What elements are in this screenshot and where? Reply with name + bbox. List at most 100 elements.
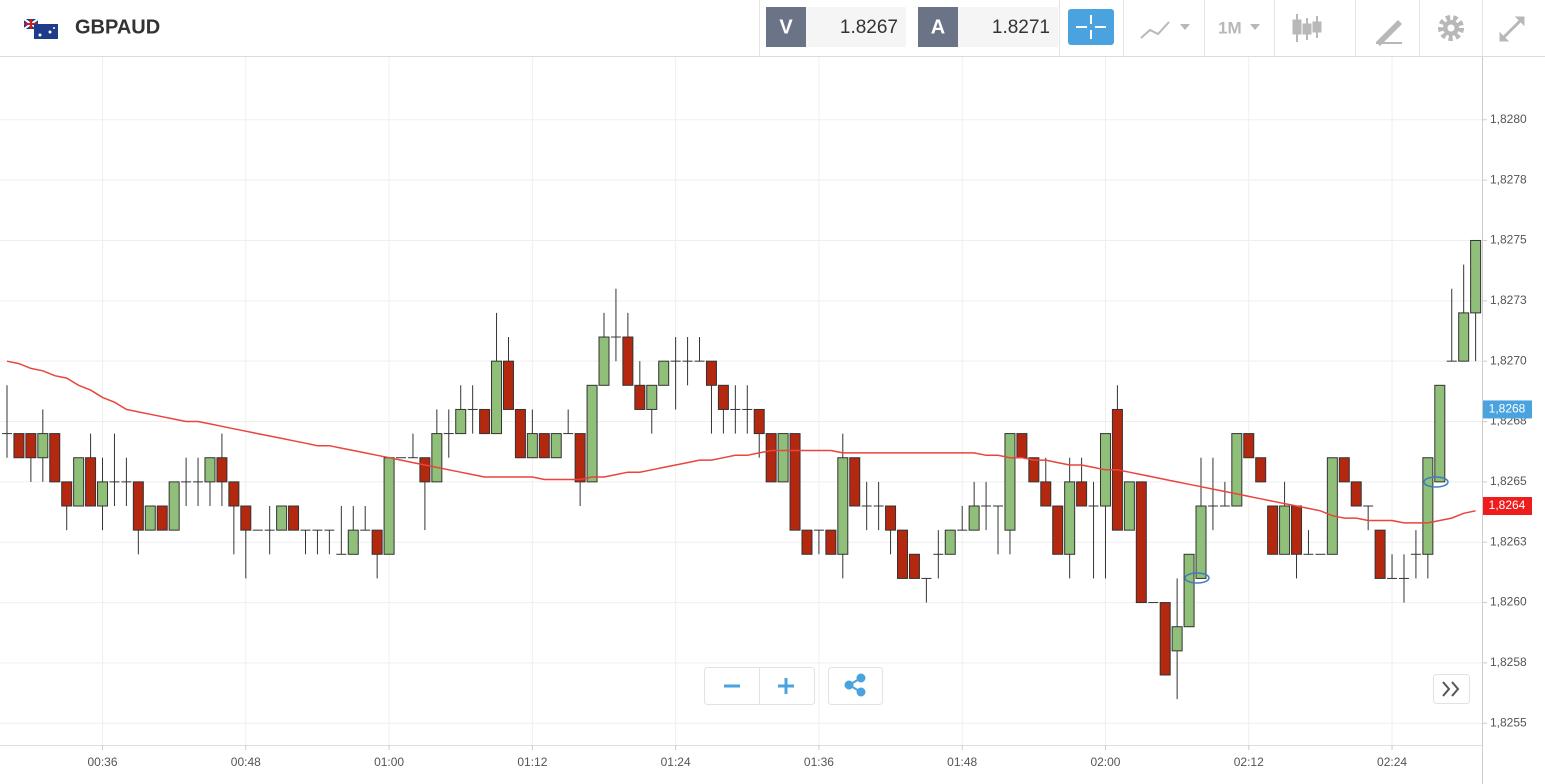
candle-body: [717, 384, 729, 410]
candle-body: [204, 457, 216, 483]
y-tick-label: 1,8263: [1490, 534, 1527, 548]
y-tick-label: 1,8270: [1490, 353, 1527, 367]
plot-area: 1,8255 1,8258 1,8260 1,8263 1,8265 1,8268 1,82…: [0, 57, 1532, 784]
timeframe-button[interactable]: 1M: [1218, 18, 1260, 37]
candle-body: [1231, 433, 1243, 507]
candle-body: [885, 505, 897, 531]
candle-body: [897, 529, 908, 579]
candle-body: [658, 360, 670, 386]
candle-body: [1326, 457, 1338, 555]
zoom-in-button[interactable]: [778, 678, 794, 694]
y-tick-label: 1,8275: [1490, 233, 1527, 247]
candle-body: [61, 481, 73, 507]
candle-body: [1422, 457, 1434, 555]
candle-body: [634, 384, 646, 410]
candle-body: [419, 457, 431, 483]
buy-price-field[interactable]: [958, 7, 1058, 47]
candle-body: [550, 433, 562, 459]
candle-body: [765, 433, 777, 483]
order-marker: [1423, 476, 1449, 488]
candle-body: [97, 481, 109, 507]
candle-body: [1135, 481, 1147, 604]
buy-price: 1.8271: [992, 17, 1050, 38]
crosshair-icon: [1076, 15, 1106, 39]
candle-body: [1028, 457, 1040, 483]
candle-body: [479, 408, 491, 435]
candle-body: [837, 457, 849, 555]
candle-body: [705, 360, 717, 386]
price-marker: [1483, 497, 1532, 516]
candle-body: [1291, 505, 1303, 555]
candle-body: [73, 457, 85, 507]
candle-body: [216, 457, 228, 483]
candle-body: [777, 433, 789, 483]
candles-button[interactable]: [1292, 14, 1322, 42]
x-tick-label: 01:12: [517, 755, 547, 769]
x-tick-label: 02:00: [1090, 755, 1120, 769]
candle-body: [1123, 481, 1135, 531]
candle-body: [168, 481, 180, 531]
candle-body: [646, 384, 658, 410]
candle-body: [574, 433, 586, 483]
y-tick-label: 1,8255: [1490, 715, 1527, 729]
candle-body: [849, 457, 861, 507]
candle-body: [1458, 312, 1470, 362]
candle-body: [491, 360, 503, 435]
sell-label: V: [779, 16, 793, 38]
chart-type-button[interactable]: [1140, 21, 1190, 39]
settings-button[interactable]: [1438, 15, 1464, 41]
candle-body: [502, 360, 514, 410]
candle-body: [538, 433, 550, 459]
x-tick-label: 01:48: [947, 755, 977, 769]
candle-body: [622, 336, 634, 386]
y-tick-label: 1,8265: [1490, 474, 1527, 488]
buy-button[interactable]: [918, 7, 958, 47]
candle-body: [526, 433, 538, 459]
candle-body: [37, 433, 49, 459]
zoom-controls: [704, 667, 1470, 705]
candle-body: [1052, 505, 1064, 555]
y-tick-label: 1,8280: [1490, 112, 1527, 126]
sell-button[interactable]: [766, 7, 806, 47]
candle-body: [132, 481, 144, 531]
y-tick-label: 1,8278: [1490, 172, 1527, 186]
y-tick-label: 1,8258: [1490, 655, 1527, 669]
candle-body: [156, 505, 168, 531]
share-button[interactable]: [828, 667, 883, 705]
flag-icon: [23, 18, 58, 39]
candle-body: [968, 505, 980, 531]
candle-body: [240, 505, 252, 531]
candle-body: [1255, 457, 1267, 483]
candle-body: [825, 529, 837, 555]
moving-average: [6, 360, 1476, 524]
toolbar: GBPAUD V 1.8267 A 1.8271 1M: [0, 0, 1545, 57]
candle-body: [1350, 481, 1362, 507]
x-tick-label: 02:12: [1234, 755, 1264, 769]
draw-button[interactable]: [1376, 20, 1402, 46]
candle-body: [371, 529, 383, 555]
candle-body: [1183, 553, 1195, 628]
price-marker-label: 1,8268: [1489, 402, 1526, 416]
x-tick-label: 01:36: [804, 755, 834, 769]
candle-body: [753, 408, 765, 435]
candle-body: [1195, 505, 1207, 579]
share-icon: [844, 673, 866, 697]
candle-body: [789, 433, 801, 531]
candle-body: [1243, 433, 1255, 459]
sell-price-field[interactable]: [806, 7, 906, 47]
x-tick-label: 01:00: [374, 755, 404, 769]
fullscreen-button[interactable]: [1499, 16, 1525, 42]
candle-body: [586, 384, 598, 483]
scroll-right-button[interactable]: [1433, 674, 1470, 704]
candle-body: [801, 529, 813, 555]
candle-body: [276, 505, 288, 531]
candle-body: [85, 457, 97, 507]
x-tick-label: 01:24: [661, 755, 691, 769]
crosshair-button[interactable]: [1068, 9, 1114, 45]
candle-body: [908, 553, 920, 579]
sell-price: 1.8267: [840, 17, 898, 38]
price-marker-label: 1,8264: [1489, 498, 1526, 512]
candle-body: [1279, 505, 1291, 555]
